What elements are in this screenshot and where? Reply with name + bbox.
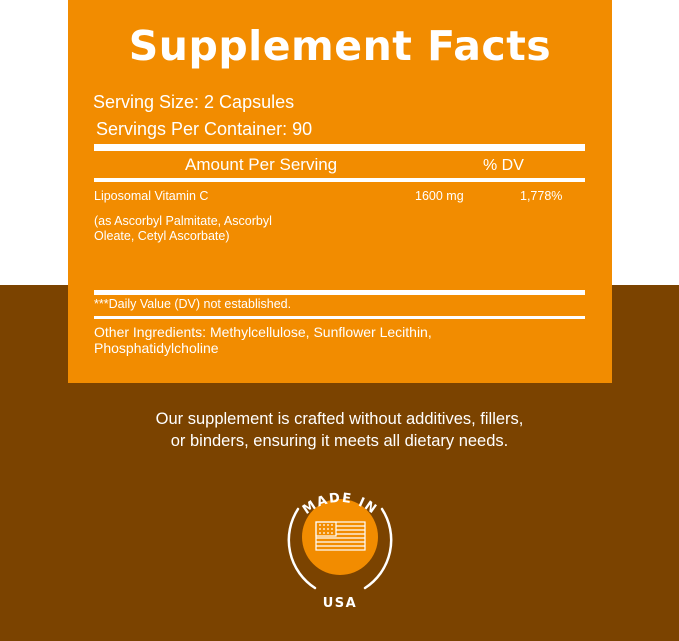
divider xyxy=(94,290,585,295)
badge-bottom-text: USA xyxy=(323,596,357,611)
us-flag-icon xyxy=(315,521,366,551)
divider xyxy=(94,316,585,319)
ring-arc xyxy=(363,507,393,590)
nutrient-amount: 1600 mg xyxy=(415,189,464,203)
serving-size: Serving Size: 2 Capsules xyxy=(93,92,295,112)
header-dv: % DV xyxy=(483,157,524,174)
nutrient-name: Liposomal Vitamin C xyxy=(94,189,209,203)
badge-circle xyxy=(302,499,378,575)
made-in-usa-badge: MADE IN USA xyxy=(287,491,393,611)
panel-title: Supplement Facts xyxy=(128,22,552,70)
divider-thick xyxy=(94,144,585,151)
header-amount-per-serving: Amount Per Serving xyxy=(185,155,338,174)
blurb-line: or binders, ensuring it meets all dietar… xyxy=(170,432,509,450)
ring-arc xyxy=(287,507,317,590)
nutrient-note: (as Ascorbyl Palmitate, Ascorbyl xyxy=(94,214,272,228)
servings-per-container: Servings Per Container: 90 xyxy=(96,119,313,139)
divider xyxy=(94,178,585,182)
other-ingredients: Phosphatidylcholine xyxy=(94,340,219,356)
nutrient-note: Oleate, Cetyl Ascorbate) xyxy=(94,229,230,243)
blurb-line: Our supplement is crafted without additi… xyxy=(155,410,524,428)
supplement-facts-panel: Supplement Facts Serving Size: 2 Capsule… xyxy=(68,0,612,383)
marketing-blurb: Our supplement is crafted without additi… xyxy=(0,408,679,452)
other-ingredients: Other Ingredients: Methylcellulose, Sunf… xyxy=(94,324,432,340)
footnote: ***Daily Value (DV) not established. xyxy=(94,297,292,311)
nutrient-dv: 1,778% xyxy=(520,189,563,203)
